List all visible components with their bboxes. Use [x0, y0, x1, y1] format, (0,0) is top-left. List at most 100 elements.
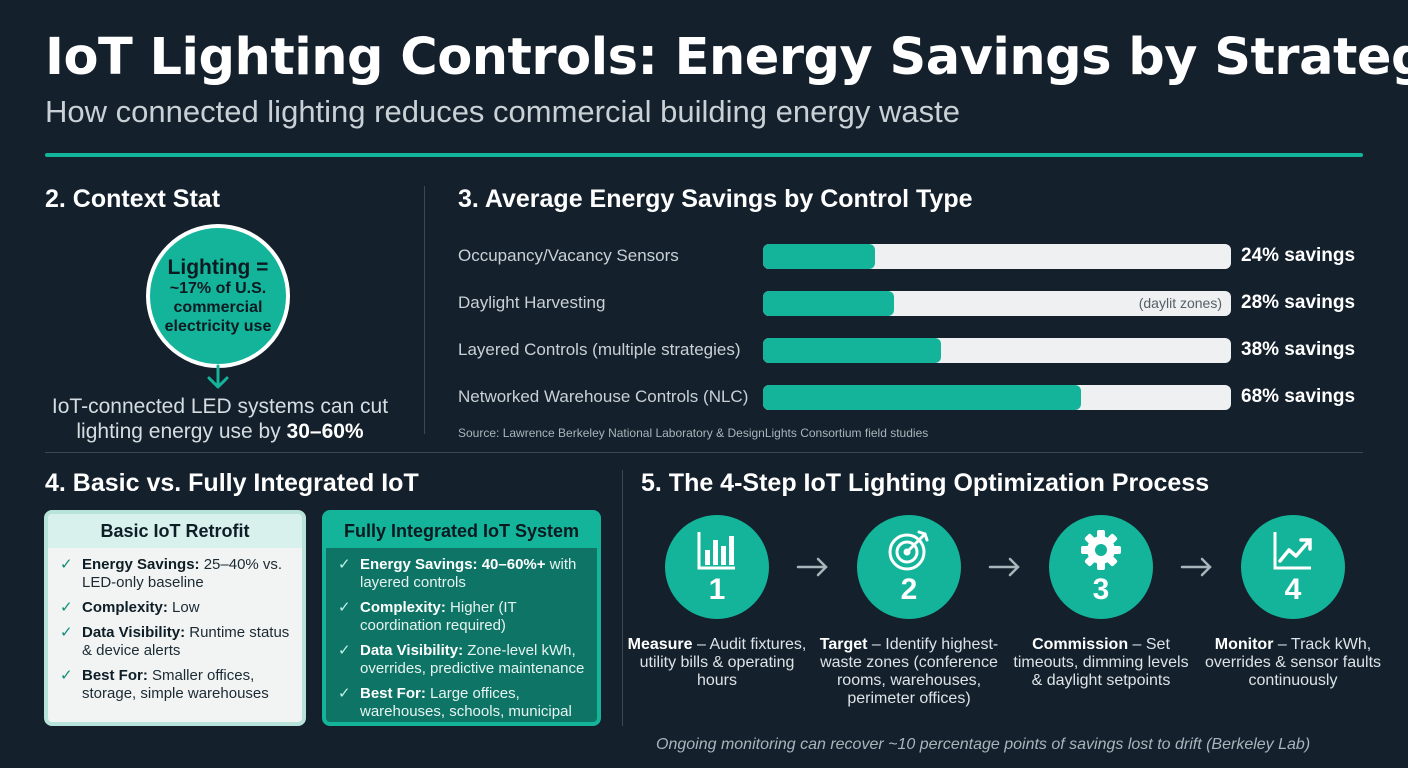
basic-card-item: ✓ Best For: Smaller offices, storage, sim…: [60, 667, 296, 703]
stat-circle-line: electricity use: [164, 317, 272, 335]
check-icon: ✓: [60, 599, 73, 616]
bar-category-label: Occupancy/Vacancy Sensors: [458, 246, 679, 265]
bar-value-label: 68% savings: [1241, 386, 1356, 407]
check-icon: ✓: [338, 556, 351, 573]
item-text: Large offices, warehouses, schools, muni…: [360, 685, 572, 722]
page-subtitle: How connected lighting reduces commercia…: [45, 94, 960, 129]
arrow-right-icon: [796, 557, 828, 577]
context-stat-highlight: 30–60%: [286, 420, 364, 443]
step-1-description: Measure – Audit fixtures, utility bills …: [627, 636, 807, 690]
step-3-description: Commission – Set timeouts, dimming level…: [1011, 636, 1191, 690]
bar-category-label: Networked Warehouse Controls (NLC): [458, 387, 749, 406]
horizontal-divider: [45, 452, 1363, 453]
basic-card-item: ✓ Complexity: Low: [60, 599, 296, 617]
bar-track: (daylit zones): [763, 291, 1231, 316]
step-3-circle: 3: [1049, 515, 1153, 619]
item-key: Complexity:: [82, 599, 168, 616]
stat-circle-line: commercial: [173, 298, 263, 316]
step-number: 3: [1092, 573, 1110, 606]
item-text: 25–40% vs. LED-only baseline: [82, 556, 283, 591]
arrow-down-icon: [207, 364, 229, 389]
basic-card-title: Basic IoT Retrofit: [48, 514, 302, 548]
arrow-right-icon: [988, 557, 1020, 577]
basic-card-item: ✓ Data Visibility: Runtime status & devic…: [60, 624, 296, 660]
step-text: – Set timeouts, dimming levels & dayligh…: [1013, 636, 1189, 689]
bar-track: [763, 385, 1231, 410]
trend-up-icon: [1273, 532, 1312, 570]
step-number: 1: [708, 573, 726, 606]
item-text: Smaller offices, storage, simple warehou…: [82, 667, 269, 702]
check-icon: ✓: [60, 556, 73, 573]
check-icon: ✓: [338, 685, 351, 702]
basic-iot-card: Basic IoT Retrofit ✓ Energy Savings: 25–4…: [44, 510, 306, 726]
context-stat-prefix: IoT-connected LED systems can cut lighti…: [51, 395, 389, 443]
savings-source-note: Source: Lawrence Berkeley National Labor…: [458, 426, 929, 440]
item-key: Energy Savings: 40–60%+: [360, 556, 546, 573]
bar-chart-icon: [697, 532, 735, 570]
bar-fill: [763, 291, 894, 316]
bar-value-label: 38% savings: [1241, 339, 1356, 360]
target-icon: [888, 530, 929, 571]
item-text: Low: [167, 599, 200, 616]
step-text: – Audit fixtures, utility bills & operat…: [639, 636, 807, 689]
bar-fill: [763, 385, 1081, 410]
stat-circle-main: Lighting =: [167, 255, 269, 279]
item-key: Best For:: [360, 685, 426, 702]
bar-fill: [763, 338, 941, 363]
bar-value-label: 28% savings: [1241, 292, 1356, 313]
step-key: Monitor: [1214, 636, 1274, 653]
integrated-card-item: ✓ Data Visibility: Zone-level kWh, overri…: [338, 642, 591, 678]
item-key: Best For:: [82, 667, 148, 684]
title-divider: [45, 153, 1363, 157]
check-icon: ✓: [338, 642, 351, 659]
integrated-card-item: ✓ Energy Savings: 40–60%+ with layered co…: [338, 556, 591, 592]
bar-category-label: Layered Controls (multiple strategies): [458, 340, 741, 359]
check-icon: ✓: [60, 667, 73, 684]
bar-track: [763, 244, 1231, 269]
check-icon: ✓: [338, 599, 351, 616]
process-footnote: Ongoing monitoring can recover ~10 perce…: [656, 736, 1311, 753]
item-text: Zone-level kWh, overrides, predictive ma…: [360, 642, 585, 677]
item-key: Data Visibility:: [360, 642, 464, 659]
integrated-card-item: ✓ Best For: Large offices, warehouses, sc…: [338, 685, 591, 722]
vertical-divider-bottom: [622, 470, 623, 726]
comparison-heading: 4. Basic vs. Fully Integrated IoT: [45, 469, 419, 497]
integrated-card-title: Fully Integrated IoT System: [326, 514, 597, 548]
page-title: IoT Lighting Controls: Energy Savings by…: [45, 28, 1408, 87]
bar-value-label: 24% savings: [1241, 245, 1356, 266]
bar-annotation: (daylit zones): [1138, 295, 1222, 311]
step-text: – Identify highest-waste zones (conferen…: [820, 636, 999, 707]
step-key: Commission: [1032, 636, 1129, 653]
stat-circle-line: ~17% of U.S.: [169, 279, 267, 297]
step-2-circle: 2: [857, 515, 961, 619]
context-stat-text: IoT-connected LED systems can cut lighti…: [40, 394, 400, 444]
vertical-divider-top: [424, 186, 425, 434]
step-key: Measure: [627, 636, 693, 653]
step-number: 4: [1284, 573, 1302, 606]
integrated-card-item: ✓ Complexity: Higher (IT coordination req…: [338, 599, 591, 635]
integrated-iot-card: Fully Integrated IoT System ✓ Energy Savi…: [322, 510, 601, 726]
step-1-circle: 1: [665, 515, 769, 619]
process-heading: 5. The 4-Step IoT Lighting Optimization …: [641, 469, 1210, 497]
step-4-description: Monitor – Track kWh, overrides & sensor …: [1203, 636, 1383, 690]
item-key: Data Visibility:: [82, 624, 186, 641]
gear-icon: [1081, 530, 1121, 570]
step-key: Target: [819, 636, 868, 653]
step-4-circle: 4: [1241, 515, 1345, 619]
item-text: Runtime status & device alerts: [82, 624, 290, 659]
savings-chart-heading: 3. Average Energy Savings by Control Typ…: [458, 185, 973, 213]
item-key: Energy Savings:: [82, 556, 200, 573]
step-2-description: Target – Identify highest-waste zones (c…: [819, 636, 999, 708]
bar-category-label: Daylight Harvesting: [458, 293, 606, 312]
bar-fill: [763, 244, 875, 269]
context-stat-heading: 2. Context Stat: [45, 185, 221, 213]
item-text: with layered controls: [360, 556, 577, 591]
step-number: 2: [900, 573, 918, 606]
arrow-right-icon: [1180, 557, 1212, 577]
step-text: – Track kWh, overrides & sensor faults c…: [1204, 636, 1382, 689]
check-icon: ✓: [60, 624, 73, 641]
lighting-stat-circle: Lighting = ~17% of U.S. commercial elect…: [146, 224, 290, 368]
item-key: Complexity:: [360, 599, 446, 616]
bar-track: [763, 338, 1231, 363]
item-text: Higher (IT coordination required): [360, 599, 517, 634]
